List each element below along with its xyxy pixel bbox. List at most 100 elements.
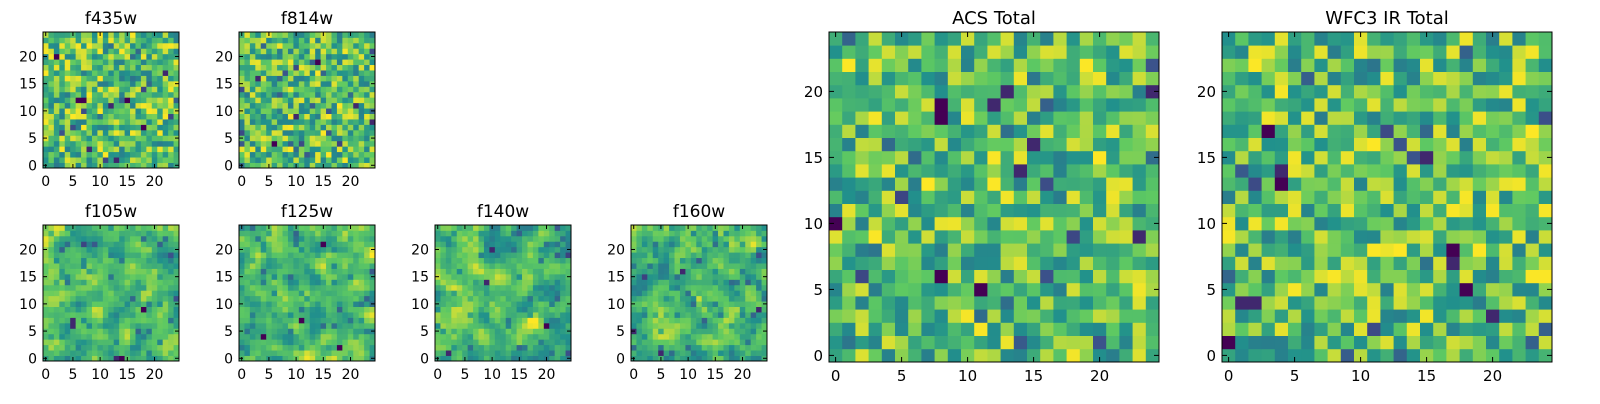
heatmap-cell (1040, 138, 1054, 152)
heatmap-cell (272, 269, 278, 275)
heatmap-cell (146, 59, 152, 65)
heatmap-cell (522, 274, 528, 280)
heatmap-cell (751, 290, 757, 296)
heatmap-cell (163, 92, 169, 98)
heatmap-cell (522, 301, 528, 307)
heatmap-cell (65, 290, 71, 296)
heatmap-cell (76, 130, 82, 136)
heatmap-cell (855, 45, 869, 59)
heatmap-cell (114, 252, 120, 258)
heatmap-cell (348, 350, 354, 356)
heatmap-cell (331, 135, 337, 141)
heatmap-cell (1053, 32, 1067, 46)
heatmap-cell (1106, 124, 1120, 138)
heatmap-cell (549, 317, 555, 323)
heatmap-cell (81, 124, 87, 130)
heatmap-cell (479, 236, 485, 242)
heatmap-cell (1354, 217, 1368, 231)
heatmap-cell (549, 230, 555, 236)
heatmap-cell (163, 135, 169, 141)
heatmap-cell (87, 296, 93, 302)
heatmap-cell (310, 65, 316, 71)
heatmap-cell (1133, 322, 1147, 336)
heatmap-cell (1314, 217, 1328, 231)
heatmap-cell (723, 312, 729, 318)
heatmap-cell (723, 285, 729, 291)
heatmap-cell (310, 119, 316, 125)
heatmap-cell (696, 290, 702, 296)
heatmap-cell (125, 114, 131, 120)
heatmap-cell (114, 258, 120, 264)
heatmap-cell (250, 328, 256, 334)
heatmap-cell (723, 241, 729, 247)
heatmap-cell (168, 54, 174, 60)
heatmap-cell (65, 152, 71, 158)
heatmap-cell (54, 81, 60, 87)
heatmap-cell (119, 258, 125, 264)
heatmap-cell (522, 312, 528, 318)
heatmap-cell (1512, 322, 1526, 336)
heatmap-cell (729, 334, 735, 340)
heatmap-cell (272, 81, 278, 87)
heatmap-cell (250, 263, 256, 269)
heatmap-cell (702, 274, 708, 280)
heatmap-cell (277, 345, 283, 351)
heatmap-cell (1512, 283, 1526, 297)
heatmap-cell (163, 317, 169, 323)
heatmap-cell (277, 86, 283, 92)
heatmap-cell (288, 32, 294, 38)
heatmap-cell (1146, 111, 1160, 125)
heatmap-cell (92, 59, 98, 65)
heatmap-cell (43, 279, 49, 285)
heatmap-cell (353, 124, 359, 130)
heatmap-cell (740, 350, 746, 356)
heatmap-cell (987, 217, 1001, 231)
heatmap-cell (244, 32, 250, 38)
heatmap-cell (152, 274, 158, 280)
heatmap-cell (948, 336, 962, 350)
heatmap-cell (549, 301, 555, 307)
heatmap-cell (266, 274, 272, 280)
heatmap-cell (272, 252, 278, 258)
heatmap-cell (451, 323, 457, 329)
heatmap-cell (713, 279, 719, 285)
heatmap-cell (59, 97, 65, 103)
heatmap-cell (103, 135, 109, 141)
heatmap-cell (87, 263, 93, 269)
heatmap-cell (1473, 217, 1487, 231)
x-tick-label: 20 (342, 174, 360, 190)
heatmap-cell (1394, 283, 1408, 297)
heatmap-cell (560, 247, 566, 253)
heatmap-cell (675, 312, 681, 318)
heatmap-cell (1001, 177, 1015, 191)
heatmap-cell (125, 86, 131, 92)
heatmap-cell (255, 323, 261, 329)
heatmap-cell (560, 241, 566, 247)
heatmap-cell (544, 274, 550, 280)
heatmap-cell (146, 130, 152, 136)
heatmap-cell (315, 124, 321, 130)
heatmap-cell (364, 290, 370, 296)
heatmap-cell (92, 103, 98, 109)
heatmap-cell (527, 285, 533, 291)
heatmap-cell (1367, 230, 1381, 244)
heatmap-cell (549, 285, 555, 291)
heatmap-cell (987, 151, 1001, 165)
panel-title: f105w (85, 202, 137, 222)
heatmap-cell (168, 285, 174, 291)
heatmap-cell (239, 59, 245, 65)
heatmap-cell (468, 274, 474, 280)
heatmap-cell (680, 263, 686, 269)
heatmap-cell (141, 274, 147, 280)
heatmap-cell (261, 236, 267, 242)
heatmap-cell (1053, 230, 1067, 244)
heatmap-cell (961, 164, 975, 178)
heatmap-cell (92, 119, 98, 125)
heatmap-cell (484, 323, 490, 329)
heatmap-cell (1407, 230, 1421, 244)
heatmap-cell (1380, 349, 1394, 363)
heatmap-cell (729, 350, 735, 356)
heatmap-cell (948, 58, 962, 72)
heatmap-cell (43, 152, 49, 158)
heatmap-cell (506, 317, 512, 323)
